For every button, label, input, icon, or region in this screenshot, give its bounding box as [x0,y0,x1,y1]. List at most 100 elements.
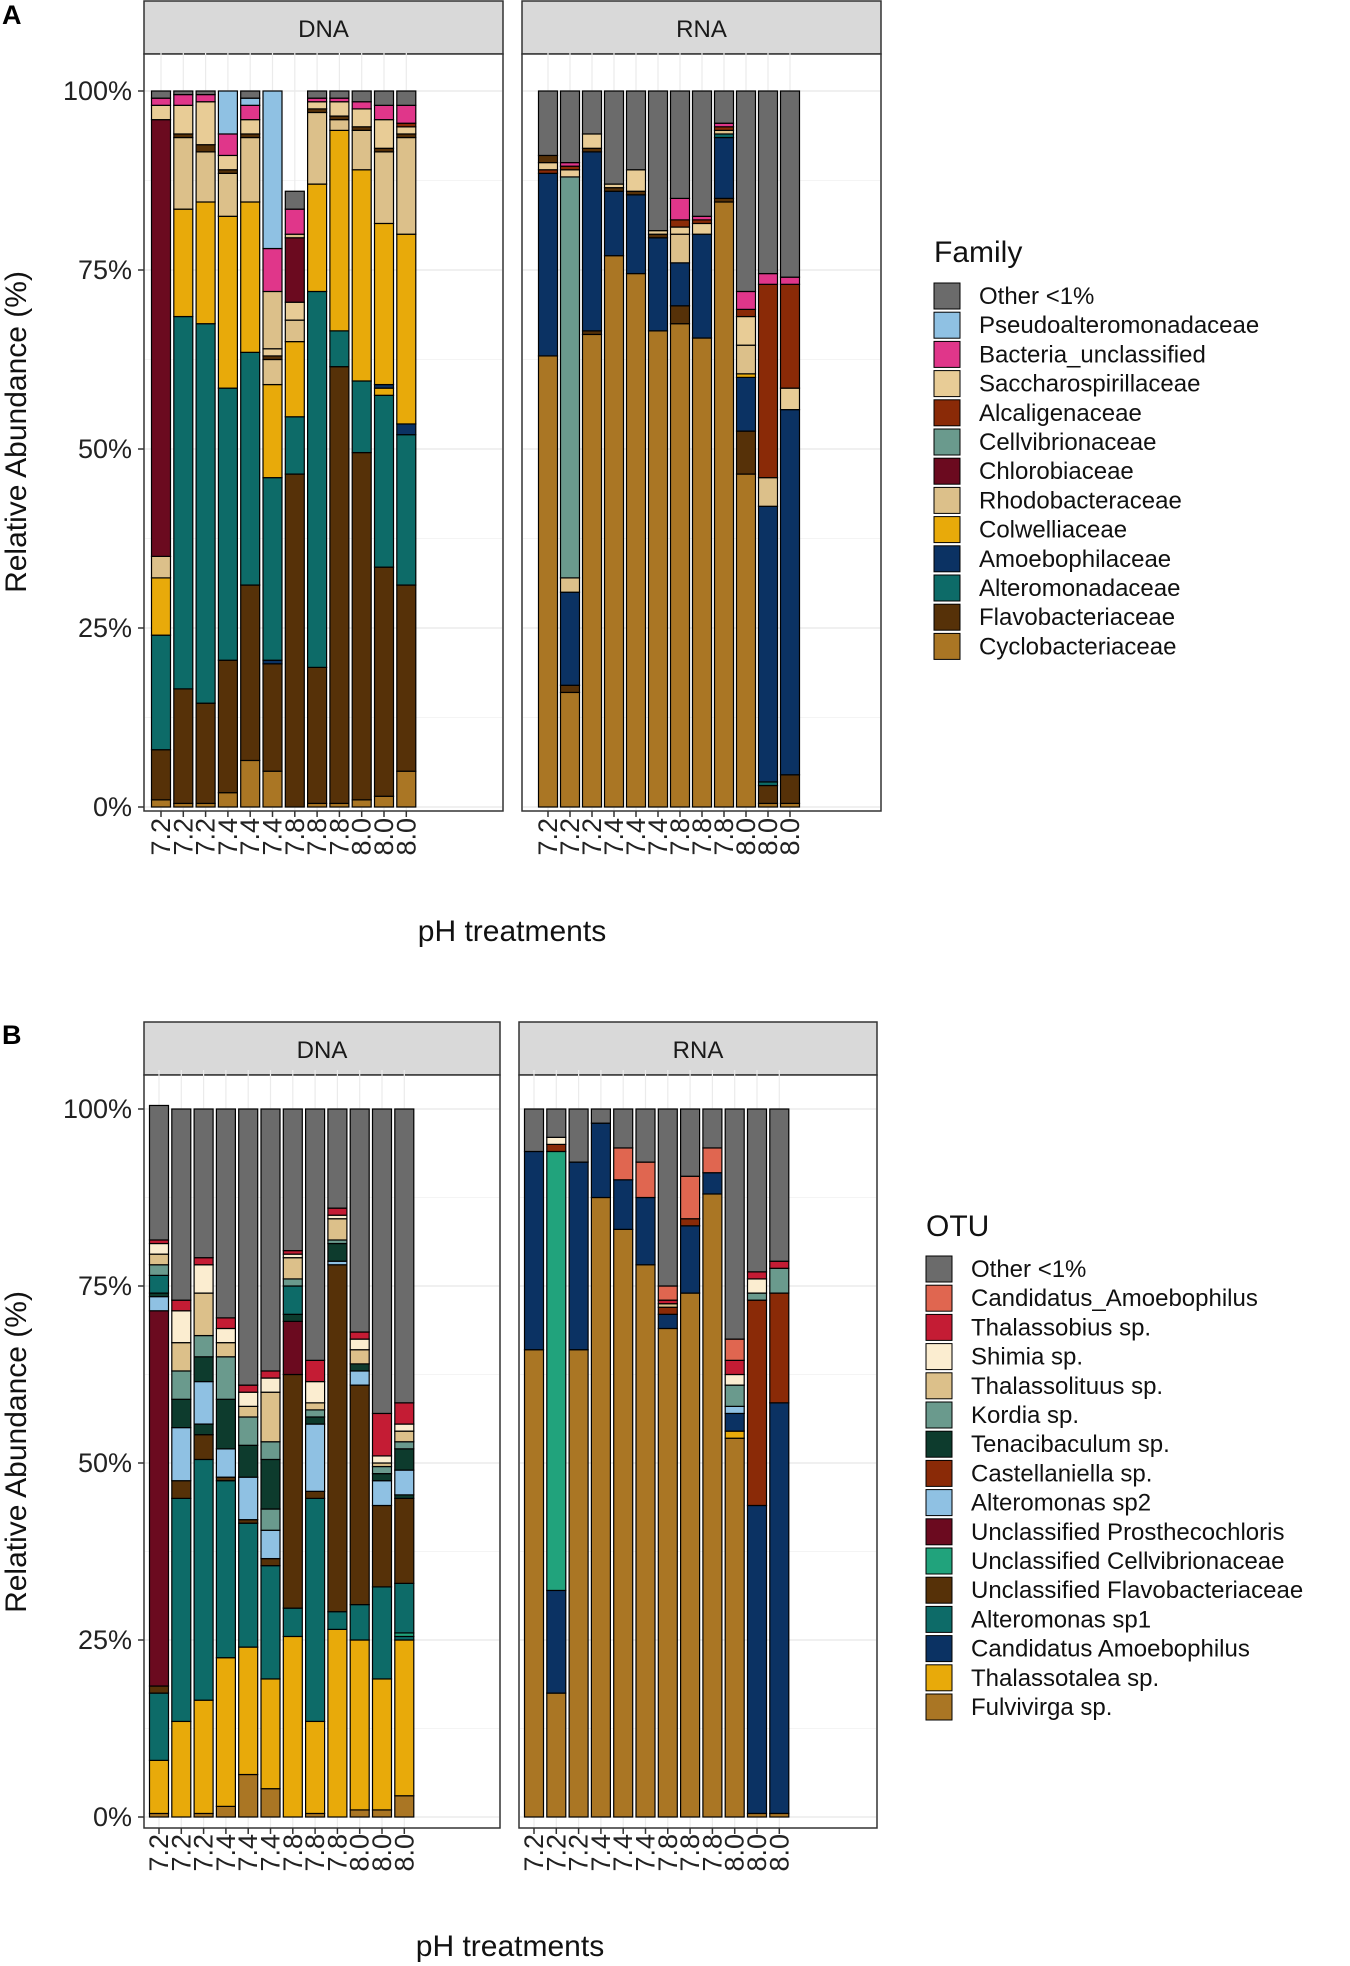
bar-segment [328,1629,347,1817]
bar-segment [150,1311,169,1686]
legend-swatch [926,1636,952,1662]
stacked-bar [196,91,215,807]
stacked-bar [591,1109,610,1817]
bar-segment [748,1300,767,1505]
legend-item: Candidatus_Amoebophilus [926,1285,1258,1312]
bar-segment [569,1109,588,1162]
bar-segment [737,431,756,474]
bar-segment [241,760,260,807]
bar-segment [649,238,668,331]
stacked-bar [671,91,690,807]
stacked-bar [218,91,237,807]
bar-segment [352,102,371,109]
bar-segment [239,1445,258,1477]
bar-segment [375,105,394,119]
bar-segment [375,91,394,105]
legend-swatch [926,1402,952,1428]
bar-segment [539,356,558,807]
bar-segment [547,1109,566,1137]
bar-segment [239,1109,258,1385]
bar-segment [263,385,282,478]
legend-swatch [926,1665,952,1691]
bar-segment [715,138,734,199]
bar-segment [174,105,193,134]
bar-segment [308,184,327,291]
legend-label: Cyclobacteriaceae [979,633,1176,660]
bar-segment [748,1505,767,1813]
y-tick-label: 25% [78,613,132,643]
bar-segment [306,1382,325,1403]
bar-segment [397,138,416,235]
bar-segment [352,130,371,169]
bar-segment [218,216,237,388]
bar-segment [614,1180,633,1230]
bar-segment [636,1162,655,1197]
bar-segment [561,692,580,807]
bar-segment [283,1286,302,1314]
bar-segment [241,105,260,119]
legend-label: Kordia sp. [971,1402,1079,1429]
bar-segment [306,1403,325,1410]
panel-b-dna-strip-label: DNA [297,1037,348,1064]
bar-segment [681,1226,700,1293]
panel-a-rna-facet: RNA 7.27.27.27.47.47.47.87.87.88.08.08.0 [522,1,881,856]
bar-segment [671,91,690,198]
legend-item: Unclassified Flavobacteriaceae [926,1577,1303,1604]
bar-segment [239,1477,258,1519]
bar-segment [703,1173,722,1194]
legend-swatch [926,1490,952,1516]
stacked-bar [306,1109,325,1817]
bar-segment [306,1360,325,1381]
bar-segment [306,1417,325,1424]
bar-segment [196,145,215,152]
bar-segment [194,1336,213,1357]
bar-segment [194,1382,213,1424]
legend-swatch [926,1548,952,1574]
bar-segment [547,1590,566,1693]
bar-segment [561,685,580,692]
bar-segment [308,102,327,109]
bar-segment [328,1265,347,1612]
bar-segment [397,234,416,424]
bar-segment [693,234,712,338]
bar-segment [350,1364,369,1371]
legend-label: Fulvivirga sp. [971,1694,1112,1721]
bar-segment [395,1796,414,1817]
bar-segment [328,1208,347,1215]
bar-segment [395,1640,414,1796]
bar-segment [569,1162,588,1350]
stacked-bar [328,1109,347,1817]
bar-segment [283,1109,302,1251]
bar-segment [373,1679,392,1810]
x-tick-label: 8.0 [775,818,805,856]
bar-segment [395,1403,414,1424]
stacked-bar [770,1109,789,1817]
bar-segment [671,227,690,234]
bar-segment [196,102,215,145]
bar-segment [152,556,171,577]
bar-segment [350,1385,369,1604]
bar-segment [605,256,624,807]
legend-label: Amoebophilaceae [979,546,1171,573]
bar-segment [283,1321,302,1374]
y-tick-label: 75% [78,255,132,285]
bar-segment [614,1148,633,1180]
stacked-bar [547,1109,566,1817]
bar-segment [681,1109,700,1176]
legend-swatch [926,1519,952,1545]
bar-segment [737,474,756,807]
bar-segment [306,1109,325,1360]
legend-label: Alteromonadaceae [979,575,1180,602]
bar-segment [649,91,668,231]
bar-segment [725,1360,744,1374]
bar-segment [770,1403,789,1814]
legend-label: Alteromonas sp1 [971,1606,1151,1633]
bar-segment [561,177,580,578]
bar-segment [561,592,580,685]
stacked-bar [605,91,624,807]
panel-b-y-axis-title: Relative Abundance (%) [0,1291,33,1613]
legend-swatch [934,546,960,572]
bar-segment [539,155,558,162]
bar-segment [218,134,237,155]
legend-item: Other <1% [934,283,1094,310]
